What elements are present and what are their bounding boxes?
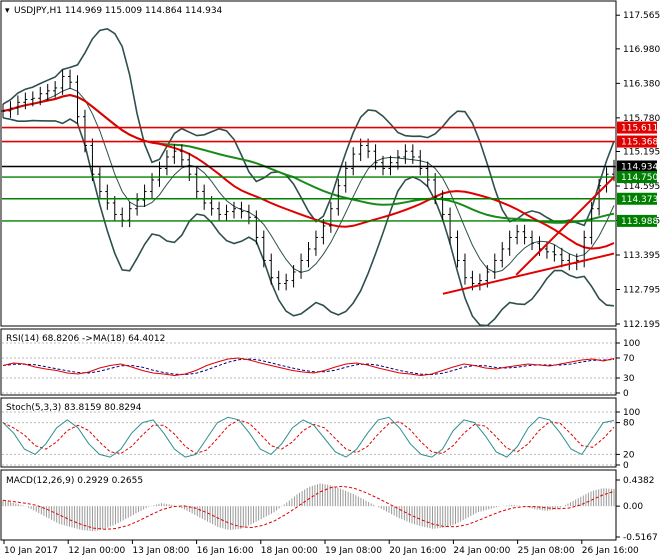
stoch-tick-label: 100: [623, 408, 640, 418]
chart-header: USDJPY,H1 114.969 115.009 114.864 114.93…: [14, 6, 223, 16]
price-level-tag: [617, 160, 657, 173]
time-tick-label: 24 Jan 00:00: [453, 546, 510, 556]
stoch-tick-label: 80: [623, 419, 635, 429]
macd-layer: [2, 483, 615, 532]
price-level-tag-label: 113.988: [621, 217, 658, 227]
price-level-tag: [617, 135, 657, 148]
rsi-tick-label: 100: [623, 339, 640, 349]
time-tick-label: 16 Jan 16:00: [197, 546, 254, 556]
stoch-main-line: [2, 416, 615, 458]
rsi-panel-frame: [0, 328, 617, 396]
time-tick-label: 12 Jan 00:00: [68, 546, 125, 556]
price-level-tag-label: 115.611: [621, 124, 658, 134]
symbol-icon: ▾: [5, 6, 10, 16]
bollinger-lower-band: [2, 117, 615, 327]
macd-tick-label: 0.00: [623, 502, 643, 512]
rsi-main-line: [2, 357, 615, 377]
macd-tick-label: 0.4382: [623, 476, 655, 486]
time-tick-label: 13 Jan 08:00: [132, 546, 189, 556]
price-level-tag-label: 114.750: [621, 173, 658, 183]
price-tick-label: 114.595: [623, 182, 660, 192]
time-tick-label: 20 Jan 16:00: [389, 546, 446, 556]
stoch-signal-line: [2, 419, 615, 455]
price-layer: [1, 27, 616, 327]
rsi-signal-line: [2, 358, 615, 376]
rsi-layer: [2, 342, 615, 394]
trendline: [442, 252, 615, 295]
macd-label: MACD(12,26,9) 0.2929 0.2655: [6, 476, 143, 486]
price-tick-label: 117.565: [623, 11, 660, 21]
moving-average-fast: [2, 93, 615, 250]
price-tick-label: 116.380: [623, 79, 660, 89]
stoch-tick-label: 20: [623, 450, 635, 460]
trendline: [515, 176, 615, 276]
price-tick-label: 113.395: [623, 251, 660, 261]
macd-signal-line: [2, 485, 615, 530]
axis-layer: 117.565 116.980 116.380 115.780 115.195 114.5…: [3, 11, 660, 556]
rsi-label: RSI(14) 68.8206 ->MA(18) 64.4012: [6, 334, 165, 344]
time-tick-label: 25 Jan 08:00: [518, 546, 575, 556]
bollinger-middle-band: [2, 87, 615, 273]
macd-tick-label: -0.5167: [623, 533, 658, 543]
price-panel-frame: [0, 0, 617, 327]
rsi-tick-label: 30: [623, 374, 635, 384]
price-tick-label: 115.780: [623, 114, 660, 124]
time-tick-label: 18 Jan 00:00: [261, 546, 318, 556]
price-level-tag: [617, 121, 657, 134]
price-level-tag: [617, 171, 657, 184]
price-level-tag-label: 114.373: [621, 195, 658, 205]
stoch-layer: [2, 411, 615, 466]
price-level-tag: [617, 192, 657, 205]
price-level-tag-label: 115.368: [621, 138, 658, 148]
stoch-label: Stoch(5,3,3) 83.8159 80.8294: [6, 403, 142, 413]
price-level-tag: [617, 214, 657, 227]
price-level-tag-label: 114.934: [621, 163, 658, 173]
stoch-tick-label: 0: [623, 461, 629, 471]
price-tick-label: 112.795: [623, 285, 660, 295]
price-tick-label: 115.195: [623, 147, 660, 157]
price-tick-label: 116.980: [623, 45, 660, 55]
time-tick-label: 26 Jan 16:00: [582, 546, 639, 556]
rsi-tick-label: 70: [623, 354, 635, 364]
macd-panel-frame: [0, 469, 617, 541]
time-tick-label: 19 Jan 08:00: [325, 546, 382, 556]
time-tick-label: 10 Jan 2017: [4, 546, 58, 556]
price-tick-label: 112.195: [623, 320, 660, 330]
rsi-tick-label: 0: [623, 389, 629, 399]
